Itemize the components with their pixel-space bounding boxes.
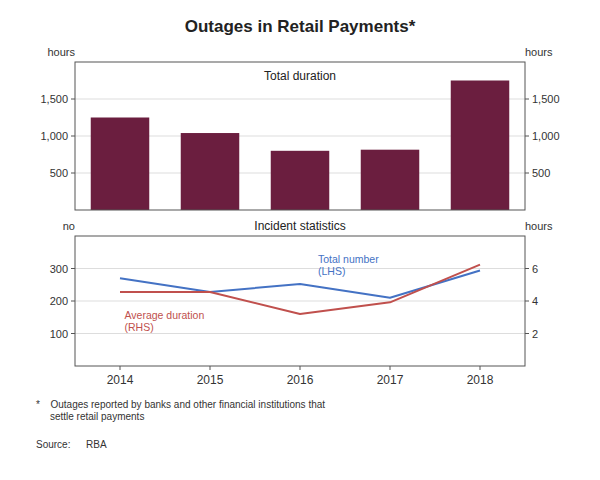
bar <box>91 118 150 211</box>
y2-tick-label: 1,000 <box>532 130 560 142</box>
plot-frame <box>75 62 525 210</box>
x-tick <box>390 366 391 370</box>
y2-tick <box>525 301 529 302</box>
y-tick <box>71 173 75 174</box>
y2-axis-label: hours <box>525 220 553 232</box>
panel-1: 100 200 300 2 4 6 2014 2015 2016 2017 2018 no hours I… <box>50 219 553 387</box>
y-tick <box>71 136 75 137</box>
y2-tick-label: 2 <box>532 328 538 340</box>
x-tick-label: 2018 <box>467 373 494 387</box>
grid-line <box>75 268 525 269</box>
y2-tick <box>525 136 529 137</box>
y2-tick-label: 6 <box>532 263 538 275</box>
y-axis-label: hours <box>47 46 75 58</box>
y-tick-label: 200 <box>50 295 68 307</box>
panel-label: Total duration <box>264 69 336 83</box>
y2-tick-label: 1,500 <box>532 93 560 105</box>
y2-tick-label: 4 <box>532 295 538 307</box>
bar <box>451 81 510 211</box>
x-tick-label: 2015 <box>197 373 224 387</box>
y-tick-label: 1,500 <box>40 93 68 105</box>
y2-tick <box>525 333 529 334</box>
background <box>0 0 600 480</box>
grid-line <box>75 333 525 334</box>
bar <box>361 150 420 210</box>
y-tick-label: 500 <box>50 167 68 179</box>
x-tick-label: 2016 <box>287 373 314 387</box>
x-tick <box>120 366 121 370</box>
x-tick <box>480 366 481 370</box>
y-tick <box>71 268 75 269</box>
grid-line <box>75 301 525 302</box>
y-tick <box>71 301 75 302</box>
title: Outages in Retail Payments* <box>185 17 416 36</box>
bar <box>271 151 330 210</box>
x-tick <box>210 366 211 370</box>
y-tick-label: 100 <box>50 328 68 340</box>
panel-label: Incident statistics <box>254 219 345 233</box>
chart: Outages in Retail Payments* 500 1,000 1,500… <box>0 0 600 480</box>
y2-tick <box>525 173 529 174</box>
y2-tick <box>525 99 529 100</box>
panel-0: 500 1,000 1,500 500 1,000 1,500 hours hours Tota… <box>40 46 559 210</box>
y2-tick <box>525 268 529 269</box>
series-line <box>120 265 480 314</box>
x-tick <box>300 366 301 370</box>
source: Source: RBA <box>36 439 107 450</box>
y-tick-label: 300 <box>50 263 68 275</box>
footnote: * Outages reported by banks and other fi… <box>36 399 325 422</box>
data-area <box>91 81 510 211</box>
data-area <box>120 265 480 314</box>
y-axis-label: no <box>63 220 75 232</box>
y-tick-label: 1,000 <box>40 130 68 142</box>
x-tick-label: 2014 <box>107 373 134 387</box>
y-tick <box>71 333 75 334</box>
y2-tick-label: 500 <box>532 167 550 179</box>
bar <box>181 133 240 210</box>
y2-axis-label: hours <box>525 46 553 58</box>
x-tick-label: 2017 <box>377 373 404 387</box>
plot-frame <box>75 236 525 366</box>
series-label: Average duration(RHS) <box>125 309 205 333</box>
series-label: Total number(LHS) <box>318 253 379 277</box>
series-line <box>120 270 480 297</box>
y-tick <box>71 99 75 100</box>
